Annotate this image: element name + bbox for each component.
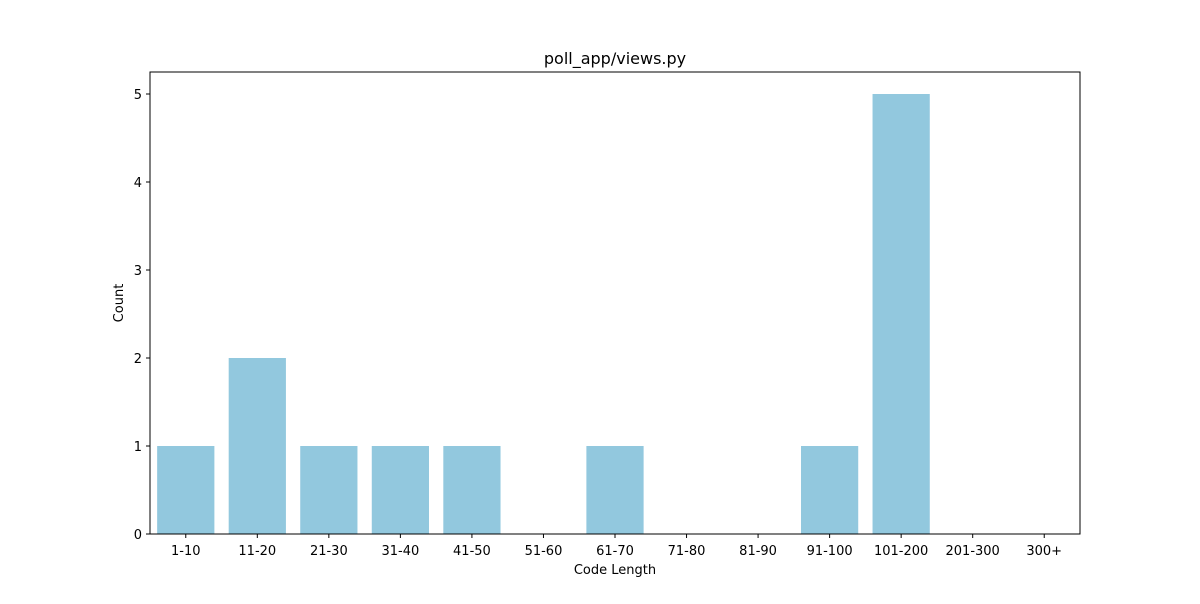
x-tick-label: 81-90	[739, 544, 777, 559]
y-axis-label: Count	[112, 284, 127, 323]
bar-91-100	[801, 446, 859, 534]
x-tick-label: 11-20	[238, 544, 276, 559]
bar-41-50	[443, 446, 501, 534]
y-tick-label: 0	[134, 528, 142, 543]
bars-layer	[157, 94, 930, 534]
chart-title: poll_app/views.py	[544, 49, 686, 69]
bar-11-20	[228, 358, 286, 534]
x-tick-label: 21-30	[310, 544, 348, 559]
y-tick-label: 5	[134, 88, 142, 103]
x-tick-label: 41-50	[453, 544, 491, 559]
y-tick-label: 1	[134, 440, 142, 455]
x-tick-label: 31-40	[381, 544, 419, 559]
y-tick-label: 2	[134, 352, 142, 367]
x-tick-label: 51-60	[525, 544, 563, 559]
x-tick-label: 71-80	[668, 544, 706, 559]
x-tick-label: 91-100	[807, 544, 853, 559]
y-tick-label: 3	[134, 264, 142, 279]
y-axis: 0 1 2 3 4 5	[134, 88, 150, 543]
bar-1-10	[157, 446, 215, 534]
bar-101-200	[872, 94, 930, 534]
x-axis-label: Code Length	[574, 563, 656, 578]
x-tick-label: 1-10	[171, 544, 201, 559]
bar-21-30	[300, 446, 358, 534]
x-tick-label: 201-300	[946, 544, 1000, 559]
bar-61-70	[586, 446, 644, 534]
x-tick-label: 61-70	[596, 544, 634, 559]
x-axis: 1-10 11-20 21-30 31-40 41-50 51-60 61-70 71-80 8…	[171, 534, 1062, 559]
bar-31-40	[371, 446, 429, 534]
x-tick-label: 300+	[1026, 544, 1062, 559]
y-tick-label: 4	[134, 176, 142, 191]
x-tick-label: 101-200	[874, 544, 928, 559]
